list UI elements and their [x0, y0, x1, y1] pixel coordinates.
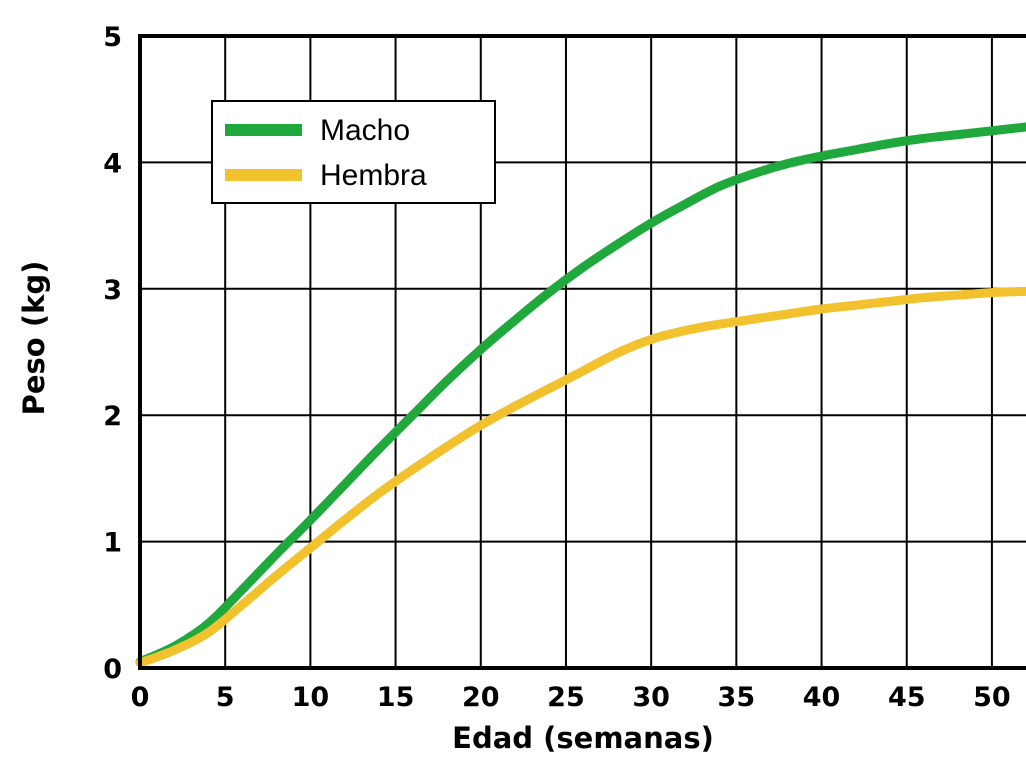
x-tick-label: 50: [973, 682, 1011, 713]
x-tick-label: 30: [632, 682, 670, 713]
legend-label-hembra: Hembra: [320, 159, 427, 192]
series-lines: [135, 122, 1026, 668]
x-axis-title: Edad (semanas): [452, 721, 714, 755]
x-tick-label: 20: [462, 682, 500, 713]
legend-label-macho: Macho: [320, 114, 410, 147]
x-tick-label: 45: [888, 682, 926, 713]
y-tick-label: 0: [103, 654, 122, 685]
series-line-macho: [135, 122, 1026, 667]
y-tick-labels: 0 1 2 3 4 5: [103, 22, 122, 685]
legend: Macho Hembra: [211, 100, 496, 204]
x-tick-label: 25: [547, 682, 585, 713]
legend-items: Macho Hembra: [225, 114, 427, 192]
plot-frame: [138, 34, 1026, 670]
y-tick-label: 2: [103, 401, 122, 432]
series-line-hembra: [135, 286, 1026, 668]
x-tick-label: 0: [131, 682, 150, 713]
y-tick-label: 4: [103, 148, 122, 179]
y-axis-title: Peso (kg): [17, 261, 51, 416]
x-tick-label: 35: [718, 682, 756, 713]
y-tick-label: 3: [103, 275, 122, 306]
x-tick-label: 15: [377, 682, 415, 713]
x-tick-label: 40: [803, 682, 841, 713]
x-tick-label: 5: [216, 682, 235, 713]
y-tick-label: 1: [103, 528, 122, 559]
legend-box: [211, 100, 496, 204]
x-tick-labels: 0 5 10 15 20 25 30 35 40 45 50: [131, 682, 1011, 713]
x-tick-label: 10: [292, 682, 330, 713]
y-tick-label: 5: [103, 22, 122, 53]
